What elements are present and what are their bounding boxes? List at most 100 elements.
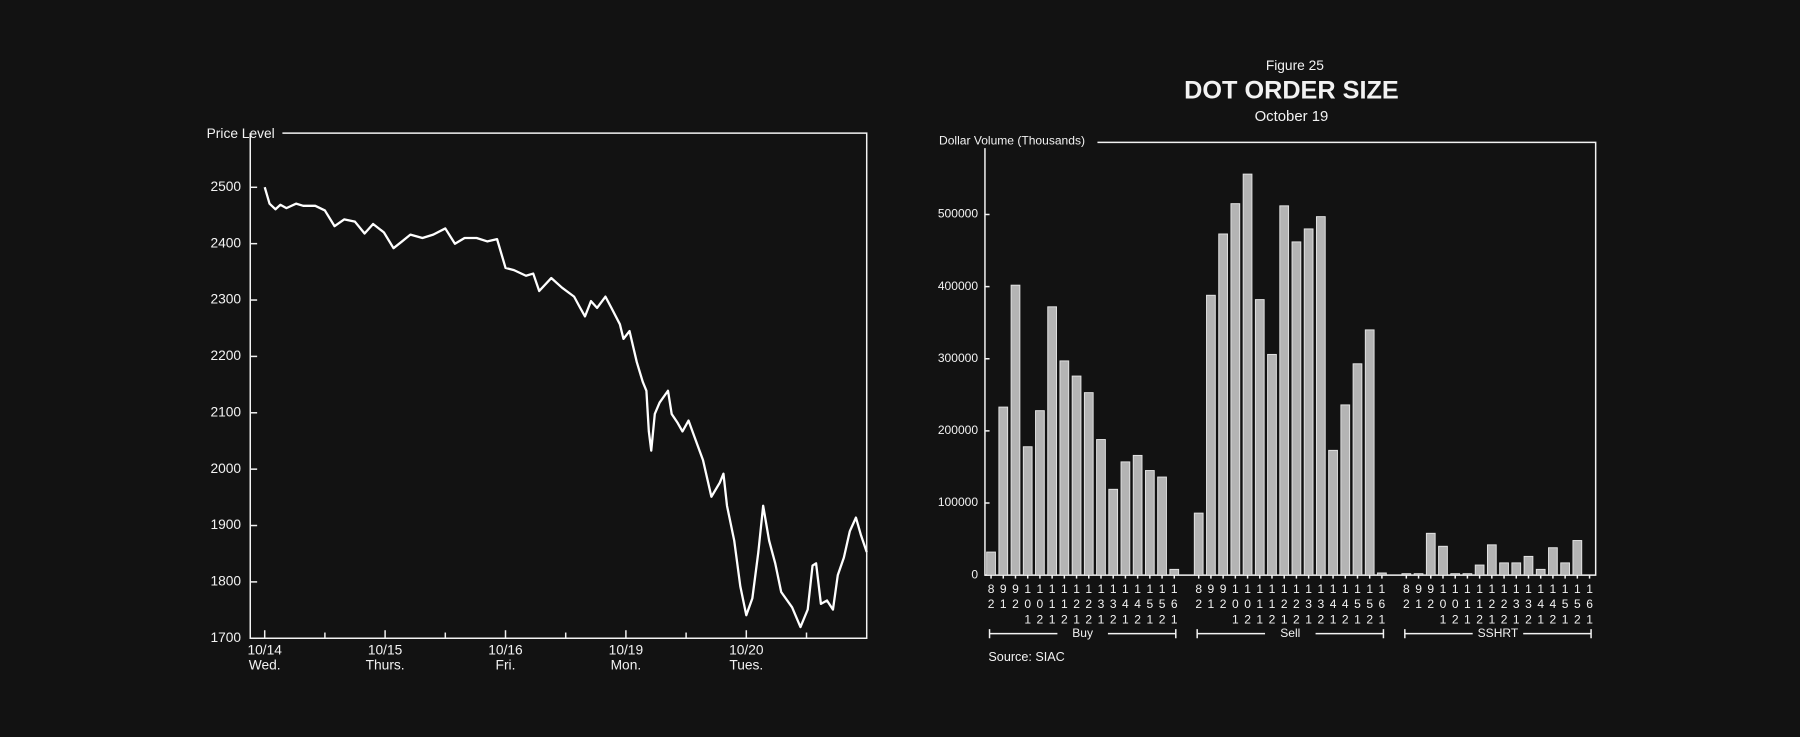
x-tick-label: 91 (1204, 582, 1218, 612)
y-tick-label: 100000 (938, 495, 978, 509)
group-label: Buy (1072, 626, 1093, 640)
x-tick-label: 101 (1021, 582, 1035, 627)
group-label: SSHRT (1478, 626, 1519, 640)
bar (1230, 203, 1241, 576)
bar (986, 551, 996, 576)
y-tick-label: 1800 (210, 574, 241, 589)
x-tick-label: 10/16 (488, 643, 523, 658)
x-tick-label: 112 (1265, 582, 1279, 627)
x-tick-day: Tues. (729, 657, 763, 672)
group-label: Sell (1280, 626, 1300, 640)
bar (1267, 353, 1277, 576)
x-tick-label: 131 (1509, 582, 1523, 627)
bar (1340, 404, 1351, 576)
bar (1071, 375, 1082, 576)
x-tick-day: Thurs. (366, 657, 405, 672)
x-tick-label: 132 (1106, 582, 1120, 627)
x-tick-label: 91 (996, 582, 1010, 612)
x-tick-label: 101 (1228, 582, 1242, 627)
bar (1083, 392, 1094, 576)
bar (1169, 568, 1180, 576)
x-tick-label: 10/19 (609, 643, 643, 658)
x-tick-label: 142 (1338, 582, 1352, 627)
x-tick-label: 82 (1192, 582, 1206, 612)
x-tick-label: 10/15 (368, 643, 403, 658)
x-tick-label: 92 (1424, 582, 1438, 612)
x-tick-label: 92 (1216, 582, 1230, 612)
bar (1499, 562, 1509, 576)
chart-title: DOT ORDER SIZE (1184, 77, 1399, 105)
bar (1328, 449, 1338, 576)
bar (1096, 439, 1106, 576)
x-tick-label: 121 (1277, 582, 1291, 627)
y-tick-label: 1900 (210, 517, 241, 532)
bar (1144, 470, 1155, 576)
bar (1560, 562, 1570, 576)
x-tick-label: 152 (1155, 582, 1169, 627)
bar (1120, 461, 1131, 576)
bar (1157, 476, 1167, 576)
y-tick-label: 2500 (210, 179, 241, 194)
x-tick-label: 161 (1167, 582, 1181, 627)
bar (1315, 216, 1326, 576)
frame (984, 141, 1597, 576)
bar (1523, 555, 1534, 576)
x-tick-label: 122 (1289, 582, 1303, 627)
x-tick-label: 141 (1326, 582, 1340, 627)
bar (1108, 488, 1119, 576)
x-tick-label: 102 (1241, 582, 1255, 627)
x-tick-label: 132 (1521, 582, 1535, 627)
x-tick-label: 10/20 (729, 643, 764, 658)
bar (1511, 562, 1522, 576)
x-tick-label: 151 (1143, 582, 1157, 627)
y-tick-label: 2400 (210, 235, 241, 250)
y-tick-label: 400000 (938, 279, 978, 293)
x-tick-label: 141 (1118, 582, 1132, 627)
chart-subtitle: October 19 (1255, 108, 1329, 125)
y-tick-label: 300000 (938, 351, 978, 365)
bar (1364, 329, 1375, 576)
x-tick-label: 122 (1082, 582, 1096, 627)
x-tick-label: 112 (1473, 582, 1487, 627)
bar (1303, 228, 1314, 576)
x-tick-label: 91 (1412, 582, 1426, 612)
bar (1352, 363, 1363, 576)
y-axis-label: Price Level (207, 126, 275, 141)
x-tick-label: 111 (1460, 582, 1474, 627)
bar (1291, 241, 1302, 576)
x-tick-label: 82 (984, 582, 998, 612)
y-tick-label: 200000 (938, 423, 978, 437)
bar (1425, 532, 1436, 576)
bar (1047, 306, 1057, 576)
bar (1548, 547, 1558, 576)
bar (1206, 294, 1216, 576)
bar (1474, 564, 1485, 576)
x-tick-label: 111 (1045, 582, 1059, 627)
x-tick-label: 151 (1350, 582, 1364, 627)
bar (1022, 446, 1033, 576)
x-tick-label: 10/14 (247, 643, 282, 658)
x-tick-label: 142 (1546, 582, 1560, 627)
frame (249, 132, 868, 640)
x-tick-label: 141 (1534, 582, 1548, 627)
group-label-bg (1265, 625, 1316, 642)
bar (1377, 572, 1387, 576)
x-tick-label: 111 (1253, 582, 1267, 627)
x-tick-day: Fri. (496, 657, 516, 672)
x-tick-label: 132 (1314, 582, 1328, 627)
x-tick-label: 112 (1057, 582, 1071, 627)
x-tick-label: 151 (1558, 582, 1572, 627)
bar (1059, 360, 1070, 576)
y-tick-label: 500000 (938, 207, 978, 221)
bar (1450, 573, 1461, 576)
x-tick-day: Mon. (611, 657, 642, 672)
x-tick-label: 152 (1363, 582, 1377, 627)
bar (1035, 410, 1045, 576)
x-tick-label: 152 (1570, 582, 1584, 627)
y-tick-label: 2200 (210, 348, 241, 363)
x-tick-label: 161 (1583, 582, 1597, 627)
x-tick-label: 131 (1302, 582, 1316, 627)
x-tick-label: 131 (1094, 582, 1108, 627)
